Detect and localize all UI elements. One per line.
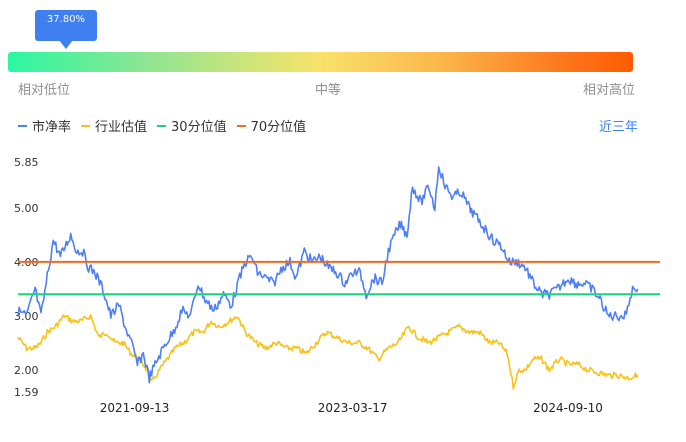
chart-legend: 市净率 行业估值 30分位值 70分位值 (18, 116, 316, 135)
legend-swatch-p70 (236, 124, 246, 127)
gauge-label-low: 相对低位 (18, 83, 71, 98)
legend-item-industry[interactable]: 行业估值 (81, 116, 147, 135)
legend-swatch-pb (18, 124, 27, 127)
percentile-value: 37.80% (46, 14, 86, 25)
x-tick-label: 2024-09-10 (533, 401, 603, 415)
legend-label-p30: 30分位值 (171, 120, 227, 135)
x-tick-label: 2023-03-17 (318, 401, 388, 415)
legend-item-p30[interactable]: 30分位值 (157, 116, 227, 135)
legend-label-p70: 70分位值 (250, 120, 307, 135)
y-tick-label: 2.00 (14, 364, 39, 377)
legend-item-p70[interactable]: 70分位值 (236, 116, 307, 135)
time-range-selector[interactable]: 近三年 (599, 120, 639, 135)
legend-label-pb: 市净率 (32, 120, 72, 135)
percentile-tooltip: 37.80% (35, 10, 97, 49)
series-pb-line (17, 166, 639, 384)
legend-label-industry: 行业估值 (95, 120, 148, 135)
gauge-label-high: 相对高位 (583, 83, 636, 98)
x-tick-label: 2021-09-13 (100, 401, 170, 415)
legend-swatch-p30 (157, 124, 167, 127)
legend-item-pb[interactable]: 市净率 (18, 116, 71, 135)
legend-swatch-industry (81, 124, 91, 127)
gauge-label-mid: 中等 (315, 83, 342, 98)
y-tick-label: 3.00 (14, 310, 39, 323)
y-tick-label: 1.59 (14, 386, 39, 399)
y-tick-label: 5.85 (14, 156, 39, 169)
valuation-percentile-gauge (8, 52, 633, 72)
y-tick-label: 5.00 (14, 202, 39, 215)
series-industry-line (17, 314, 639, 390)
